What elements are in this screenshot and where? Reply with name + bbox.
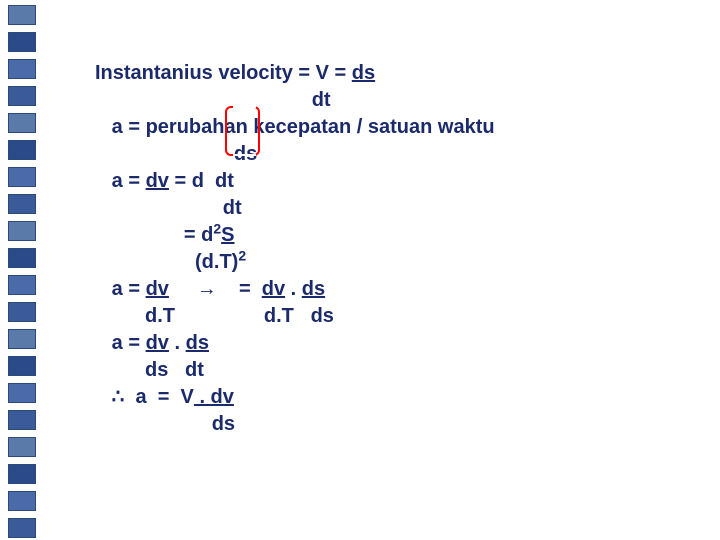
line-8: (d.T)2 — [95, 249, 495, 276]
line-6: dt — [95, 195, 495, 222]
bullet-item — [8, 302, 36, 322]
bullet-item — [8, 518, 36, 538]
bullet-item — [8, 356, 36, 376]
line-2: dt — [95, 87, 495, 114]
bullet-item — [8, 194, 36, 214]
slide-content: Instantanius velocity = V = ds dt a = pe… — [95, 60, 495, 438]
line-10: d.T d.T ds — [95, 303, 495, 330]
line-7: = d2S — [95, 222, 495, 249]
line-9: a = dv → = dv . ds — [95, 276, 495, 303]
bullet-item — [8, 491, 36, 511]
line-11: a = dv . ds — [95, 330, 495, 357]
bullet-item — [8, 140, 36, 160]
line-1: Instantanius velocity = V = ds — [95, 60, 495, 87]
bullet-item — [8, 275, 36, 295]
bullet-item — [8, 5, 36, 25]
bullet-item — [8, 464, 36, 484]
bullet-item — [8, 113, 36, 133]
bullet-item — [8, 410, 36, 430]
line-4: ds — [95, 141, 495, 168]
bullet-item — [8, 248, 36, 268]
bullet-strip — [0, 0, 45, 540]
bullet-item — [8, 86, 36, 106]
line-5: a = dv = d dt — [95, 168, 495, 195]
bullet-item — [8, 221, 36, 241]
bullet-item — [8, 383, 36, 403]
bullet-item — [8, 32, 36, 52]
bullet-item — [8, 437, 36, 457]
bullet-item — [8, 167, 36, 187]
line-3: a = perubahan kecepatan / satuan waktu — [95, 114, 495, 141]
line-13: ∴ a = V . dv — [95, 384, 495, 411]
line-14: ds — [95, 411, 495, 438]
bullet-item — [8, 59, 36, 79]
line-12: ds dt — [95, 357, 495, 384]
bracket-box — [225, 106, 260, 156]
bullet-item — [8, 329, 36, 349]
